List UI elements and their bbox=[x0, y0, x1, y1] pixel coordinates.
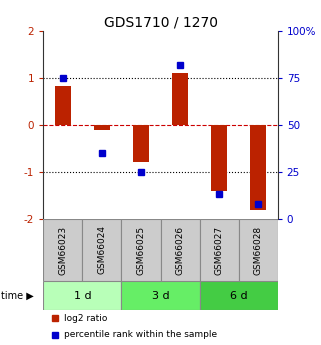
Text: GSM66023: GSM66023 bbox=[58, 225, 67, 275]
Text: GSM66026: GSM66026 bbox=[176, 225, 185, 275]
Title: GDS1710 / 1270: GDS1710 / 1270 bbox=[103, 16, 218, 30]
Bar bbox=[200, 281, 278, 310]
Bar bbox=[121, 281, 200, 310]
Bar bbox=[172, 73, 188, 125]
Text: percentile rank within the sample: percentile rank within the sample bbox=[65, 330, 218, 339]
Text: log2 ratio: log2 ratio bbox=[65, 314, 108, 323]
Bar bbox=[250, 125, 266, 210]
Text: 3 d: 3 d bbox=[152, 291, 169, 301]
Bar bbox=[239, 219, 278, 281]
Bar bbox=[55, 86, 71, 125]
Text: GSM66024: GSM66024 bbox=[97, 226, 107, 275]
Text: 1 d: 1 d bbox=[74, 291, 91, 301]
Bar bbox=[94, 125, 110, 130]
Bar bbox=[43, 219, 82, 281]
Bar bbox=[82, 219, 121, 281]
Text: GSM66025: GSM66025 bbox=[136, 225, 145, 275]
Bar bbox=[200, 219, 239, 281]
Bar bbox=[133, 125, 149, 162]
Bar bbox=[211, 125, 227, 191]
Bar bbox=[43, 281, 121, 310]
Text: GSM66028: GSM66028 bbox=[254, 225, 263, 275]
Text: GSM66027: GSM66027 bbox=[214, 225, 224, 275]
Text: 6 d: 6 d bbox=[230, 291, 247, 301]
Bar bbox=[160, 219, 200, 281]
Bar bbox=[121, 219, 160, 281]
Text: time ▶: time ▶ bbox=[1, 291, 34, 301]
